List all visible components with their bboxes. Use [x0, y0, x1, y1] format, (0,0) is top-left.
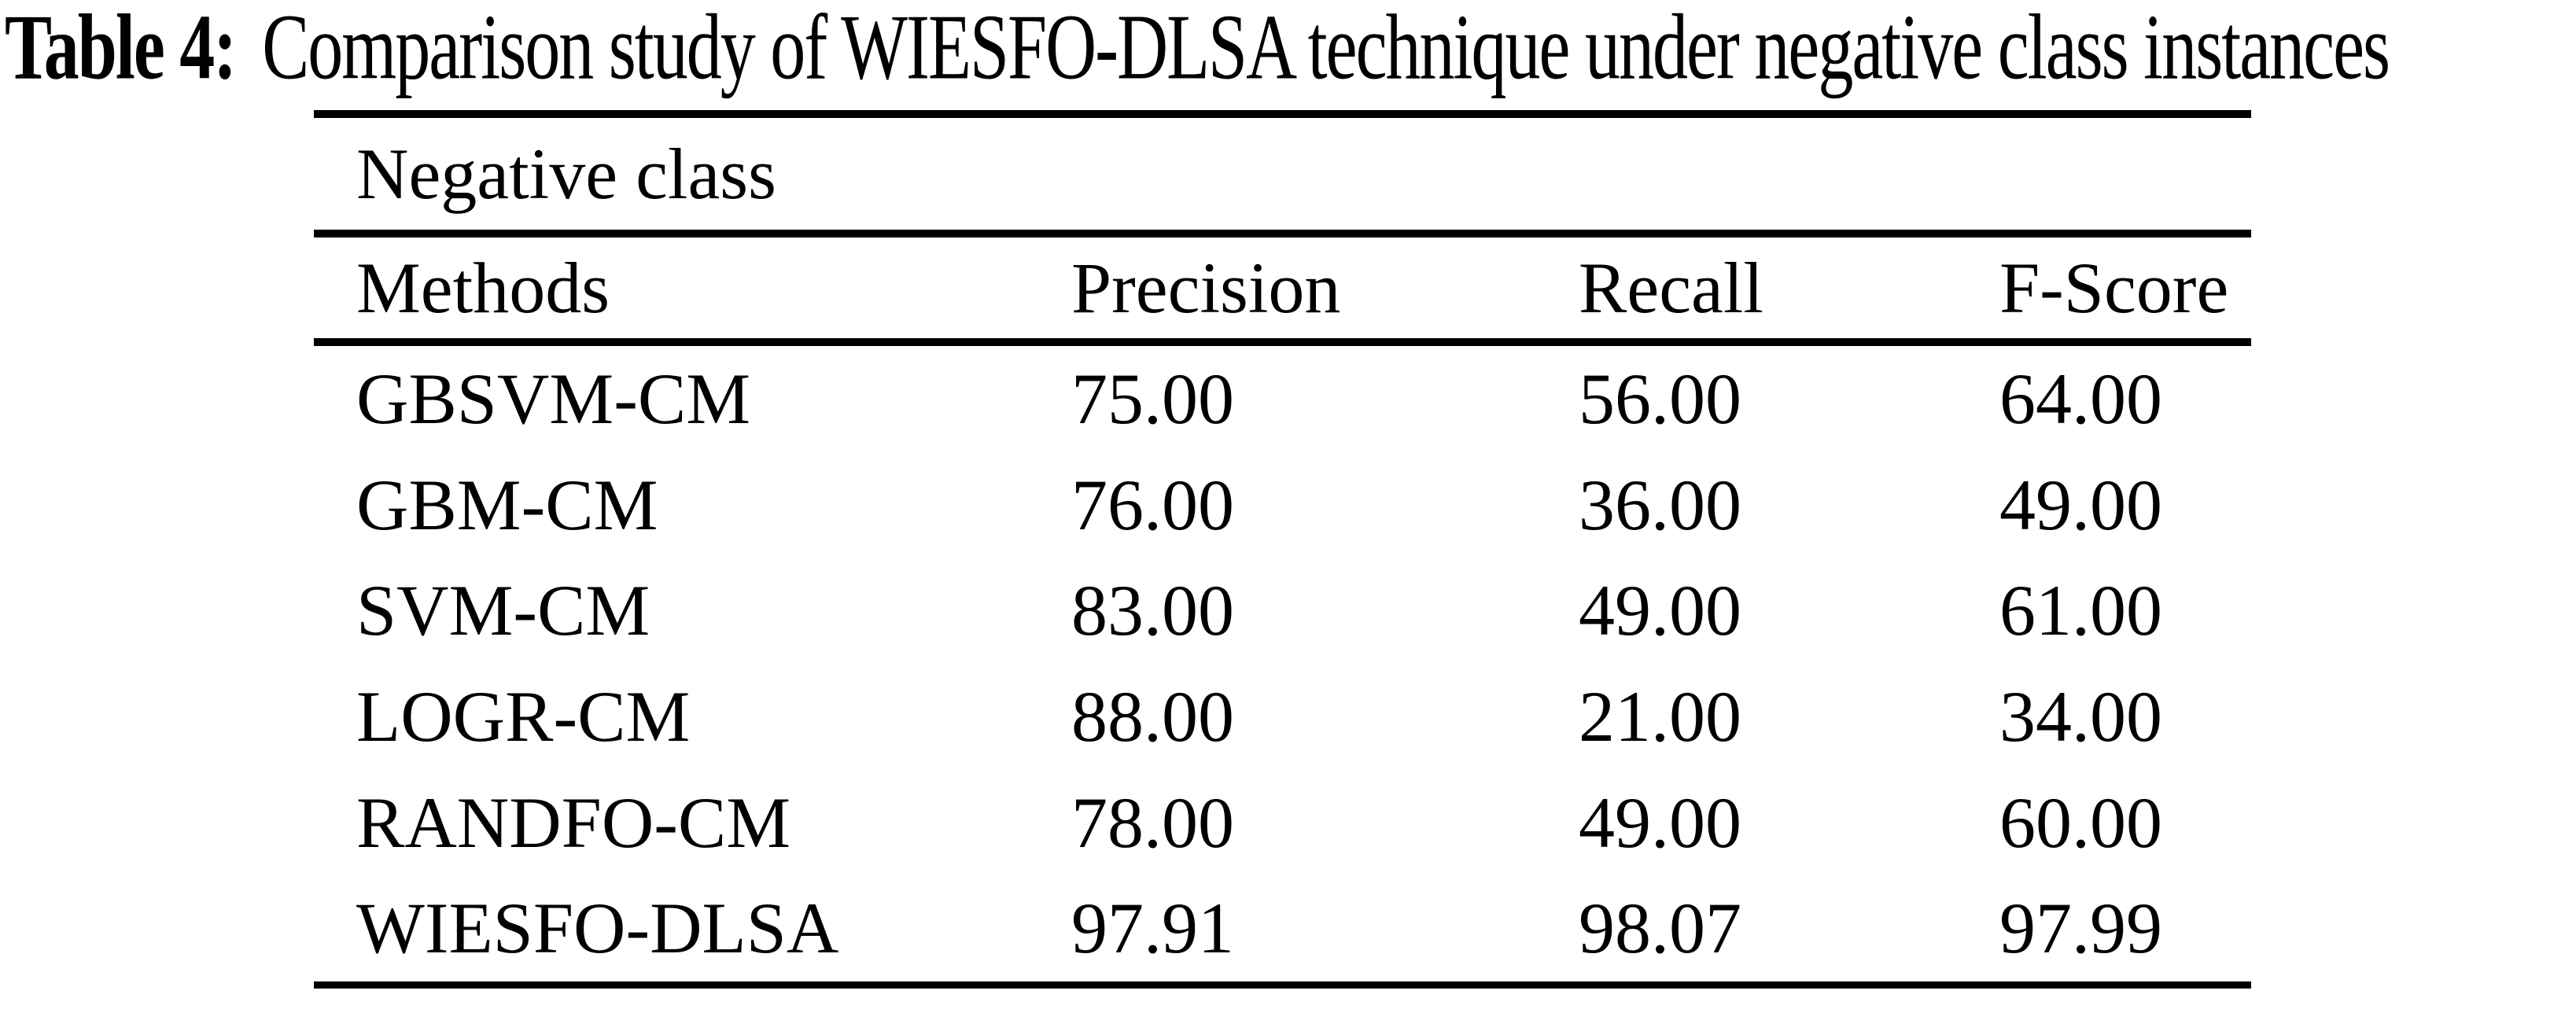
fscore-cell: 34.00: [1999, 676, 2162, 757]
table-row: LOGR-CM 88.00 21.00 34.00: [314, 664, 2251, 770]
group-header-label: Negative class: [356, 134, 776, 214]
table-row: GBM-CM 76.00 36.00 49.00: [314, 452, 2251, 558]
table-row: RANDFO-CM 78.00 49.00 60.00: [314, 769, 2251, 875]
table-caption-label: Table 4:: [5, 0, 237, 100]
precision-cell: 75.00: [1071, 359, 1234, 440]
table-caption: Table 4: Comparison study of WIESFO-DLSA …: [5, 1, 2576, 95]
recall-cell: 21.00: [1579, 676, 1741, 757]
table-row: GBSVM-CM 75.00 56.00 64.00: [314, 346, 2251, 452]
method-cell: LOGR-CM: [356, 676, 691, 757]
precision-cell: 78.00: [1071, 782, 1234, 863]
fscore-cell: 97.99: [1999, 888, 2162, 969]
column-header-fscore: F-Score: [1999, 248, 2229, 328]
recall-cell: 56.00: [1579, 359, 1741, 440]
method-cell: GBSVM-CM: [356, 359, 751, 440]
fscore-cell: 60.00: [1999, 782, 2162, 863]
method-cell: RANDFO-CM: [356, 782, 791, 863]
fscore-cell: 61.00: [1999, 570, 2162, 651]
column-header-row: Methods Precision Recall F-Score: [314, 238, 2251, 346]
precision-cell: 97.91: [1071, 888, 1234, 969]
table-row: SVM-CM 83.00 49.00 61.00: [314, 558, 2251, 664]
method-cell: SVM-CM: [356, 570, 650, 651]
fscore-cell: 64.00: [1999, 359, 2162, 440]
precision-cell: 76.00: [1071, 464, 1234, 545]
column-header-precision: Precision: [1071, 248, 1341, 328]
recall-cell: 98.07: [1579, 888, 1741, 969]
group-header-row: Negative class: [314, 118, 2251, 238]
recall-cell: 49.00: [1579, 782, 1741, 863]
precision-cell: 88.00: [1071, 676, 1234, 757]
recall-cell: 49.00: [1579, 570, 1741, 651]
table-caption-text: Comparison study of WIESFO-DLSA techniqu…: [262, 0, 2390, 100]
recall-cell: 36.00: [1579, 464, 1741, 545]
column-header-recall: Recall: [1579, 248, 1763, 328]
method-cell: GBM-CM: [356, 464, 658, 545]
table-row: WIESFO-DLSA 97.91 98.07 97.99: [314, 875, 2251, 981]
results-table: Negative class Methods Precision Recall …: [314, 110, 2251, 989]
column-header-methods: Methods: [356, 248, 610, 328]
precision-cell: 83.00: [1071, 570, 1234, 651]
method-cell: WIESFO-DLSA: [356, 888, 839, 969]
fscore-cell: 49.00: [1999, 464, 2162, 545]
